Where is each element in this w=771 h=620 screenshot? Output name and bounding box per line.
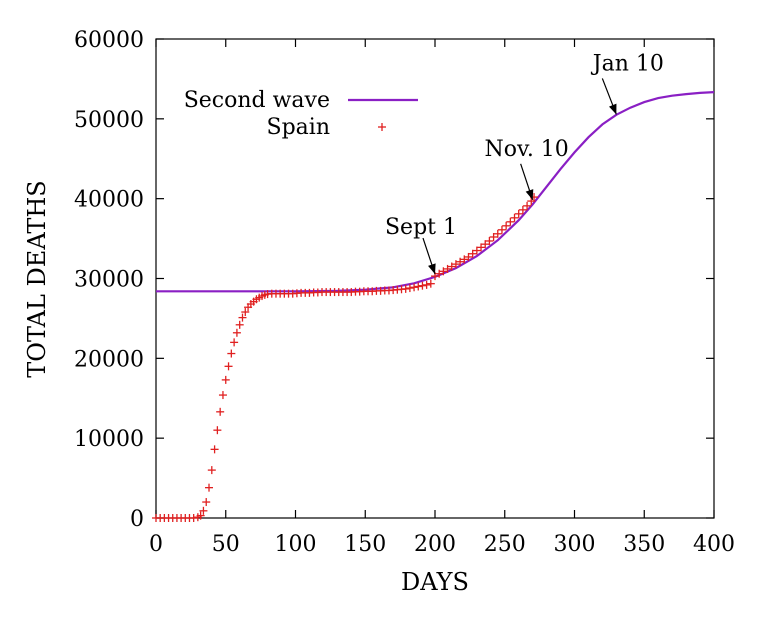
data-point-spain — [422, 280, 431, 289]
data-point-spain — [210, 445, 219, 454]
data-point-spain — [213, 426, 222, 435]
data-point-spain — [468, 249, 477, 258]
annotation: Sept 1 — [385, 215, 457, 275]
data-point-spain — [435, 269, 444, 278]
y-tick-label: 20000 — [74, 347, 144, 372]
data-point-spain — [489, 232, 498, 241]
data-point-spain — [477, 243, 486, 252]
data-point-spain — [481, 240, 490, 249]
data-point-spain — [506, 217, 515, 226]
data-point-spain — [497, 225, 506, 234]
data-point-spain — [205, 483, 214, 492]
data-point-spain — [493, 229, 502, 238]
data-point-spain — [218, 391, 227, 400]
y-tick-label: 10000 — [74, 427, 144, 452]
data-point-spain — [216, 407, 225, 416]
annotation: Jan 10 — [591, 51, 664, 115]
legend-label: Spain — [267, 115, 330, 140]
data-point-spain — [439, 267, 448, 276]
x-tick-label: 250 — [484, 532, 526, 557]
data-point-spain — [443, 264, 452, 273]
legend-item: Spain — [267, 115, 386, 140]
data-point-spain — [456, 257, 465, 266]
y-tick-label: 30000 — [74, 268, 144, 293]
y-axis-label: TOTAL DEATHS — [23, 180, 51, 377]
data-point-spain — [241, 308, 250, 317]
data-point-spain — [189, 514, 198, 522]
data-point-spain — [414, 282, 423, 291]
data-point-spain — [410, 283, 419, 292]
data-point-spain — [502, 221, 511, 230]
data-point-spain — [451, 260, 460, 269]
data-point-spain — [202, 498, 211, 507]
legend-label: Second wave — [184, 88, 330, 113]
x-axis-label: DAYS — [401, 568, 469, 596]
annotation-arrow-head — [608, 103, 617, 115]
data-point-spain — [447, 262, 456, 271]
annotation-arrow-head — [525, 189, 534, 200]
x-tick-label: 150 — [344, 532, 386, 557]
data-point-spain — [196, 511, 205, 520]
x-tick-label: 0 — [149, 532, 163, 557]
data-point-spain — [485, 236, 494, 245]
y-tick-label: 40000 — [74, 188, 144, 213]
data-point-spain — [227, 349, 236, 358]
series-line-second-wave — [156, 91, 715, 293]
annotation-label: Jan 10 — [591, 51, 664, 76]
data-point-spain — [460, 255, 469, 264]
data-point-spain — [514, 209, 523, 218]
annotations: Sept 1 Nov. 10 Jan 10 — [385, 51, 664, 275]
data-point-spain — [238, 313, 247, 322]
y-tick-label: 0 — [130, 507, 144, 532]
data-point-spain — [221, 375, 230, 384]
data-point-spain — [518, 205, 527, 214]
x-tick-label: 50 — [212, 532, 240, 557]
legend-item: Second wave — [184, 88, 418, 113]
data-point-spain — [405, 284, 414, 293]
data-point-spain — [472, 246, 481, 255]
data-point-spain — [232, 328, 241, 337]
x-tick-label: 300 — [554, 532, 596, 557]
axes: 0 50 100 150 200 250 300 350 400 0 10000 20000 30000… — [74, 28, 735, 557]
data-point-spain — [464, 252, 473, 261]
y-tick-label: 50000 — [74, 108, 144, 133]
annotation-arrow-head — [428, 263, 436, 275]
annotation-label: Nov. 10 — [485, 137, 569, 162]
data-point-spain — [426, 279, 435, 288]
data-point-spain — [401, 284, 410, 293]
annotation: Nov. 10 — [485, 137, 569, 201]
annotation-label: Sept 1 — [385, 215, 457, 240]
data-point-spain — [235, 320, 244, 329]
data-point-spain — [224, 362, 233, 371]
y-tick-label: 60000 — [74, 28, 144, 53]
x-tick-label: 350 — [623, 532, 665, 557]
data-point-spain — [418, 281, 427, 290]
x-tick-label: 200 — [414, 532, 456, 557]
data-point-spain — [199, 506, 208, 515]
data-point-spain — [510, 213, 519, 222]
series-layer — [152, 91, 715, 522]
data-point-spain — [230, 338, 239, 347]
x-tick-label: 400 — [693, 532, 735, 557]
data-point-spain — [523, 201, 532, 210]
data-point-spain — [207, 466, 216, 475]
x-tick-label: 100 — [275, 532, 317, 557]
